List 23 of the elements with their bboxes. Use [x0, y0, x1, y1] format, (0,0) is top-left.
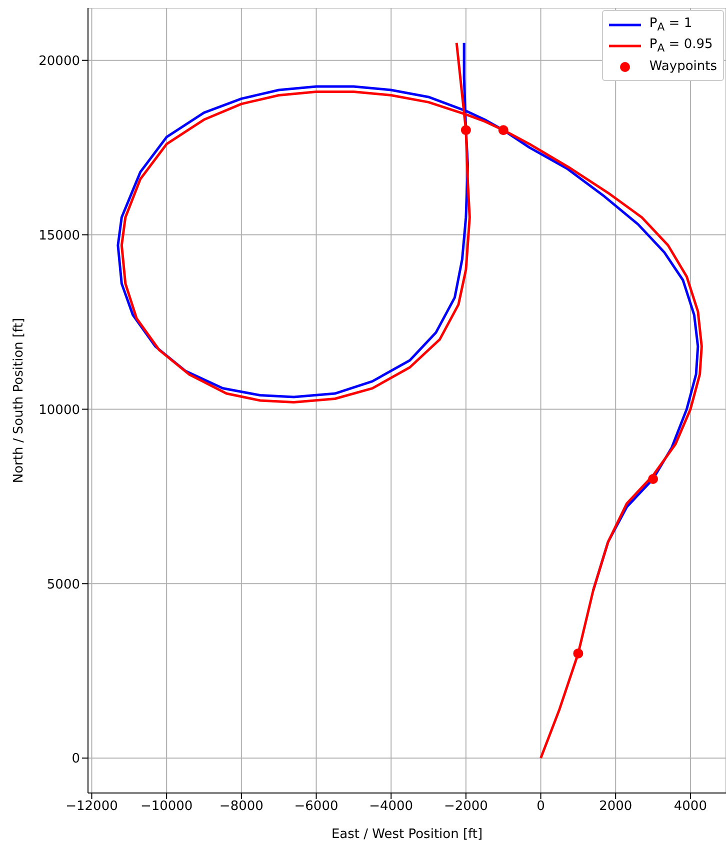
- x-tick-label: −2000: [444, 799, 488, 814]
- x-tick-label: −4000: [369, 799, 414, 814]
- point: [573, 648, 584, 658]
- x-tick-label: −10000: [140, 799, 193, 814]
- y-tick-label: 10000: [38, 402, 80, 418]
- point: [648, 474, 658, 484]
- point: [498, 125, 508, 136]
- x-tick-label: −8000: [219, 799, 264, 814]
- y-tick-label: 0: [72, 752, 80, 767]
- x-tick-label: −6000: [294, 799, 338, 814]
- legend-label: P$_{A}$ = 0.95: [649, 36, 713, 54]
- y-axis-title: North / South Position [ft]: [12, 318, 27, 484]
- legend-label: P$_{A}$ = 1: [649, 16, 692, 34]
- x-axis-title: East / West Position [ft]: [331, 827, 483, 842]
- y-tick-label: 20000: [38, 54, 80, 69]
- x-tick-label: 4000: [674, 799, 707, 814]
- point: [460, 125, 471, 136]
- x-tick-label: −12000: [66, 799, 118, 814]
- y-tick-label: 5000: [46, 577, 80, 592]
- x-tick-label: 2000: [599, 799, 632, 814]
- legend-label: Waypoints: [649, 59, 717, 74]
- x-tick-label: 0: [536, 799, 545, 814]
- y-tick-label: 15000: [38, 228, 80, 244]
